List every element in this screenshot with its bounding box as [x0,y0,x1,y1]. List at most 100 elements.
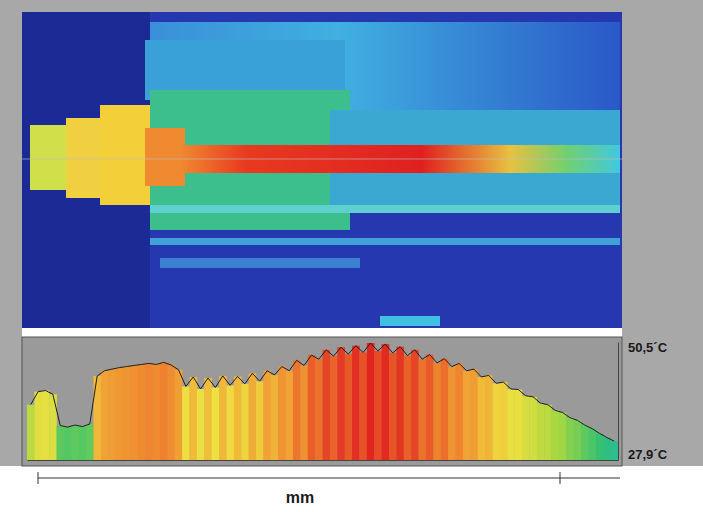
bar [478,377,486,460]
y-tick: 50,5´C [618,340,668,355]
bar [352,346,360,460]
bar [522,396,530,460]
bar [596,433,604,460]
scale-line [38,478,620,479]
bar [153,364,161,460]
bar [101,371,109,460]
bar [57,426,65,460]
panel-top [0,0,622,12]
profile-outline [31,343,615,441]
bar [441,359,449,460]
right-panel [622,0,703,466]
bar [433,363,441,460]
y-tick-label: 27,9´C [628,447,668,462]
bar [79,427,87,460]
thermal-region [22,12,622,328]
bar [492,383,500,460]
bar [300,365,308,460]
y-tick: 27,9´C [618,447,668,462]
bar [86,424,94,460]
bar [544,405,552,460]
panel-left [0,0,22,466]
y-tick-label: 50,5´C [628,340,668,355]
bar [160,362,168,460]
thermal-region [145,128,185,186]
bar [389,353,397,460]
bar [603,438,611,460]
bar [323,350,331,460]
y-axis-line [618,343,619,461]
bar [537,403,545,460]
bar [256,381,264,460]
bar [611,441,618,460]
bar [182,386,190,460]
bar [219,376,227,460]
scale-end [560,472,561,484]
bar [204,378,212,460]
bar [263,371,271,460]
bar [130,365,138,460]
x-axis-line [28,460,619,461]
bar [249,373,257,460]
bar [529,397,537,460]
bar [286,371,294,460]
bar [175,370,183,460]
bar [234,376,242,460]
bar [34,392,42,460]
canvas: 50,5´C 27,9´C mm [0,0,703,512]
bar [138,364,146,460]
bar [426,355,434,460]
thermal-image [22,12,622,328]
bar [212,387,220,460]
y-axis: 50,5´C 27,9´C [618,340,668,462]
bar [64,427,72,460]
x-axis-title: mm [286,489,314,506]
bar [71,425,79,460]
bar [167,365,175,460]
bar [116,368,124,460]
bar [27,405,35,460]
bar [293,360,301,460]
bar [566,418,574,460]
bar [419,359,427,460]
bar [337,347,345,460]
bar [330,356,338,460]
bar [315,359,323,460]
bar [515,390,523,460]
bar [241,384,249,460]
thermal-region [380,316,440,326]
crosshair [22,159,622,160]
bar [278,367,286,460]
bar [308,355,316,460]
thermal-region [160,258,360,268]
bar [382,344,390,460]
thermal-region [66,118,102,198]
bar [588,429,596,460]
bar [93,376,101,460]
thermal-region [22,12,150,328]
bar [345,354,353,460]
bar [485,375,493,460]
bar [411,350,419,460]
bar [374,351,382,460]
thermal-region [150,205,620,213]
bar [226,385,234,460]
profile-frame [22,337,622,466]
bar [359,352,367,460]
bar [404,356,412,460]
thermal-region [150,238,620,245]
bar [42,391,50,460]
bar [507,389,515,460]
bar [574,420,582,460]
bar [448,367,456,460]
bar [123,367,131,460]
x-axis [28,460,619,462]
bar [396,347,404,460]
bar [197,389,205,460]
bar [500,382,508,460]
thermal-region [30,125,72,190]
bar [108,369,116,460]
bar [552,410,560,460]
bar [367,343,375,460]
bar [581,425,589,460]
